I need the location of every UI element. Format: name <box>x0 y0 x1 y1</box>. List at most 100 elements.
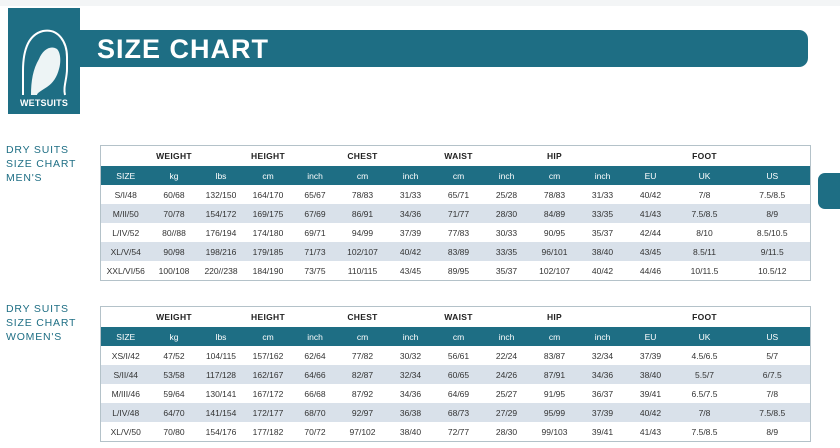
group-header <box>734 306 811 327</box>
group-header: HEIGHT <box>244 145 292 166</box>
table-cell: 32/34 <box>578 346 627 365</box>
table-cell: 184/190 <box>244 261 292 281</box>
table-cell: 36/38 <box>386 403 435 422</box>
table-cell: 68/70 <box>291 403 339 422</box>
table-row: S/I/48 60/68 132/150 164/170 65/67 78/83 31/33… <box>100 185 811 204</box>
table-row: M/III/46 59/64 130/141 167/172 66/68 87/92 34/… <box>100 384 811 403</box>
table-cell: 40/42 <box>626 403 675 422</box>
table-cell: 8/9 <box>734 204 811 223</box>
table-cell: 169/175 <box>244 204 292 223</box>
unit-header: inch <box>578 166 627 185</box>
size-cell: XXL/VI/56 <box>100 261 151 281</box>
unit-header: SIZE <box>100 327 151 346</box>
table-cell: 30/32 <box>386 346 435 365</box>
group-header: CHEST <box>338 306 387 327</box>
group-header: WEIGHT <box>150 145 198 166</box>
table-cell: 10/11.5 <box>674 261 735 281</box>
group-header: FOOT <box>674 145 735 166</box>
size-cell: L/IV/48 <box>100 403 151 422</box>
unit-header: inch <box>291 166 339 185</box>
unit-header: inch <box>482 327 531 346</box>
group-header: HIP <box>530 145 579 166</box>
size-cell: XL/V/54 <box>100 242 151 261</box>
table-cell: 68/73 <box>434 403 483 422</box>
group-header: WEIGHT <box>150 306 198 327</box>
table-cell: 8.5/11 <box>674 242 735 261</box>
table-cell: 30/33 <box>482 223 531 242</box>
table-cell: 164/170 <box>244 185 292 204</box>
table-cell: 78/83 <box>338 185 387 204</box>
table-cell: 154/176 <box>197 422 245 442</box>
table-cell: 7.5/8.5 <box>734 185 811 204</box>
group-header: HIP <box>530 306 579 327</box>
table-cell: 27/29 <box>482 403 531 422</box>
hooded-head-icon <box>22 29 68 96</box>
womens-size-table: WEIGHT HEIGHT CHEST WAIST HIP FOOT SIZE kg lbs cm… <box>100 306 811 442</box>
mens-label-line: MEN'S <box>6 172 43 184</box>
unit-header: kg <box>150 166 198 185</box>
table-cell: 157/162 <box>244 346 292 365</box>
table-cell: 64/66 <box>291 365 339 384</box>
table-cell: 43/45 <box>386 261 435 281</box>
table-cell: 7.5/8.5 <box>734 403 811 422</box>
unit-header: inch <box>578 327 627 346</box>
table-cell: 37/39 <box>578 403 627 422</box>
table-cell: 38/40 <box>578 242 627 261</box>
table-cell: 4.5/6.5 <box>674 346 735 365</box>
group-header: WAIST <box>434 145 483 166</box>
table-cell: 37/39 <box>386 223 435 242</box>
unit-header: cm <box>434 327 483 346</box>
table-cell: 90/98 <box>150 242 198 261</box>
table-cell: 66/68 <box>291 384 339 403</box>
table-cell: 67/69 <box>291 204 339 223</box>
table-row: S/II/44 53/58 117/128 162/167 64/66 82/87 32/3… <box>100 365 811 384</box>
table-cell: 91/95 <box>530 384 579 403</box>
group-header <box>482 306 531 327</box>
table-cell: 62/64 <box>291 346 339 365</box>
table-cell: 92/97 <box>338 403 387 422</box>
womens-section-label: DRY SUITS SIZE CHART WOMEN'S <box>6 302 96 344</box>
table-cell: 220//238 <box>197 261 245 281</box>
group-header <box>626 306 675 327</box>
table-cell: 34/36 <box>578 365 627 384</box>
top-strip <box>0 0 840 6</box>
wetsuits-badge: WETSUITS <box>8 8 80 114</box>
title-bar: SIZE CHART <box>80 30 808 67</box>
table-cell: 176/194 <box>197 223 245 242</box>
table-cell: 65/71 <box>434 185 483 204</box>
group-header <box>197 145 245 166</box>
table-cell: 53/58 <box>150 365 198 384</box>
unit-header-row: SIZE kg lbs cm inch cm inch cm inch cm inch EU UK US <box>100 327 811 346</box>
table-row: XL/V/50 70/80 154/176 177/182 70/72 97/102 38/… <box>100 422 811 442</box>
unit-header: lbs <box>197 327 245 346</box>
table-row: L/IV/48 64/70 141/154 172/177 68/70 92/97 36/3… <box>100 403 811 422</box>
table-cell: 35/37 <box>578 223 627 242</box>
table-cell: 102/107 <box>338 242 387 261</box>
mens-size-table: WEIGHT HEIGHT CHEST WAIST HIP FOOT SIZE kg lbs cm… <box>100 145 811 281</box>
unit-header-row: SIZE kg lbs cm inch cm inch cm inch cm inch EU UK US <box>100 166 811 185</box>
table-cell: 7/8 <box>674 403 735 422</box>
table-cell: 94/99 <box>338 223 387 242</box>
table-cell: 71/77 <box>434 204 483 223</box>
unit-header: cm <box>338 166 387 185</box>
table-cell: 34/36 <box>386 204 435 223</box>
unit-header: inch <box>386 166 435 185</box>
table-cell: 97/102 <box>338 422 387 442</box>
group-header <box>291 145 339 166</box>
table-cell: 65/67 <box>291 185 339 204</box>
table-cell: 82/87 <box>338 365 387 384</box>
table-cell: 22/24 <box>482 346 531 365</box>
table-cell: 40/42 <box>626 185 675 204</box>
table-cell: 7.5/8.5 <box>674 204 735 223</box>
unit-header: cm <box>530 166 579 185</box>
page-title: SIZE CHART <box>97 34 269 64</box>
unit-header: cm <box>244 166 292 185</box>
table-cell: 95/99 <box>530 403 579 422</box>
side-tab[interactable] <box>818 173 840 209</box>
table-cell: 7/8 <box>674 185 735 204</box>
unit-header: inch <box>291 327 339 346</box>
table-cell: 77/83 <box>434 223 483 242</box>
table-cell: 7/8 <box>734 384 811 403</box>
table-cell: 9/11.5 <box>734 242 811 261</box>
table-cell: 86/91 <box>338 204 387 223</box>
